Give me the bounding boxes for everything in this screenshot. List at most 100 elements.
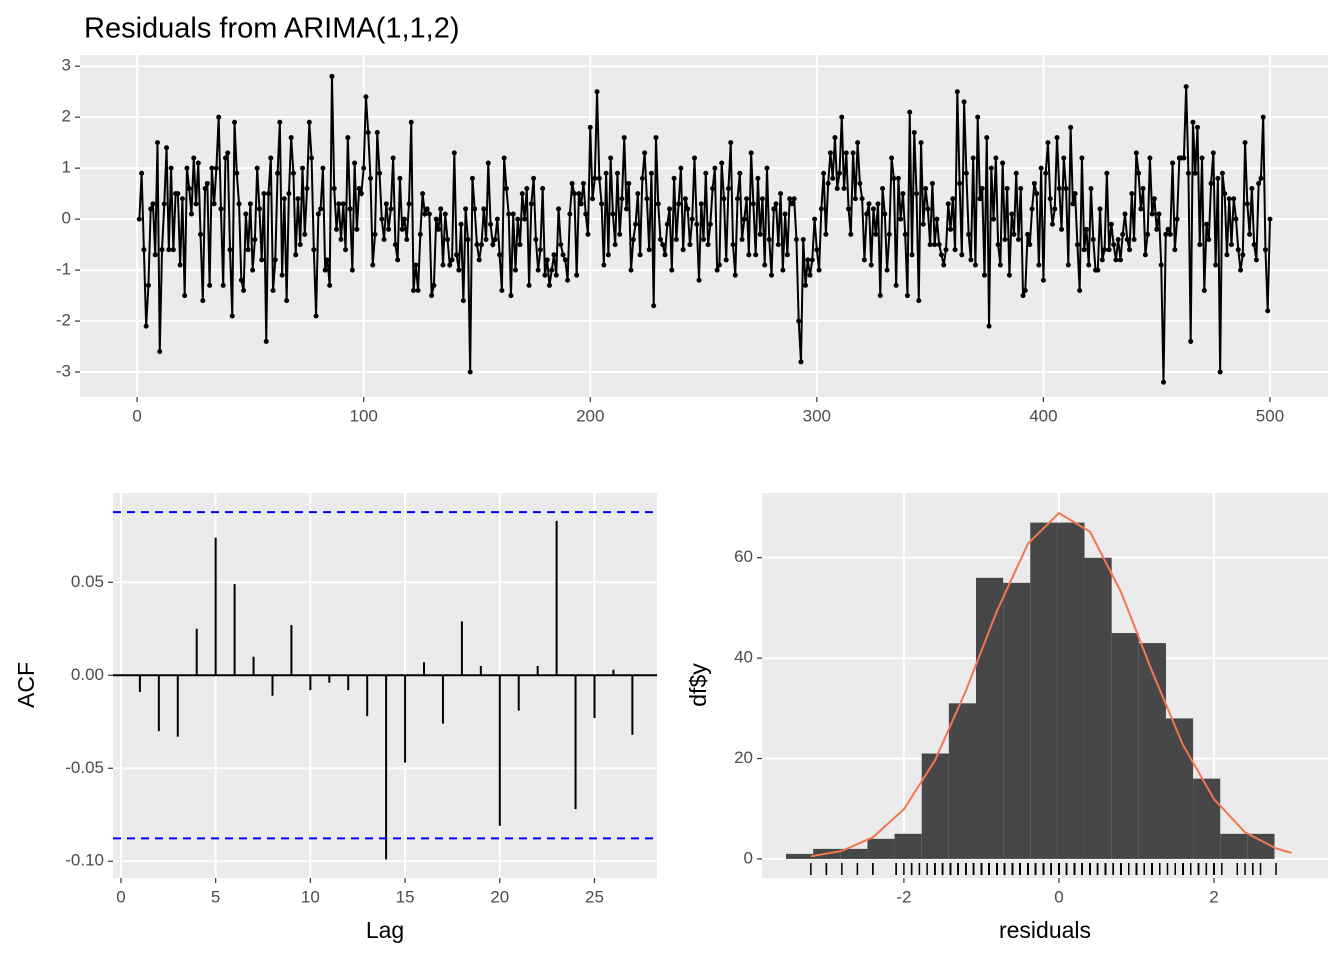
data-point <box>1124 237 1130 243</box>
data-point <box>836 170 842 176</box>
data-point <box>1009 211 1015 217</box>
data-point <box>705 242 711 248</box>
data-point <box>961 99 967 105</box>
data-point <box>492 237 498 243</box>
x-tick-label: 0 <box>132 406 141 425</box>
data-point <box>864 211 870 217</box>
data-point <box>771 206 777 212</box>
data-point <box>1117 257 1123 263</box>
data-point <box>821 170 827 176</box>
data-point <box>744 196 750 202</box>
data-point <box>499 287 505 293</box>
data-point <box>388 206 394 212</box>
data-point <box>266 191 272 197</box>
data-point <box>825 180 831 186</box>
data-point <box>553 272 559 278</box>
data-point <box>159 247 165 253</box>
data-point <box>247 201 253 207</box>
data-point <box>456 267 462 273</box>
data-point <box>676 201 682 207</box>
data-point <box>506 211 512 217</box>
data-point <box>422 211 428 217</box>
data-point <box>621 135 627 141</box>
data-point <box>191 155 197 161</box>
data-point <box>662 252 668 258</box>
data-point <box>1142 252 1148 258</box>
data-point <box>1208 180 1214 186</box>
data-point <box>959 252 965 258</box>
data-point <box>1251 242 1257 248</box>
data-point <box>327 282 333 288</box>
data-point <box>948 226 954 232</box>
data-point <box>995 242 1001 248</box>
data-point <box>1049 221 1055 227</box>
data-point <box>284 298 290 304</box>
data-point <box>1043 170 1049 176</box>
data-point <box>152 252 158 258</box>
data-point <box>1086 262 1092 268</box>
data-point <box>1020 293 1026 299</box>
data-point <box>168 165 174 171</box>
x-tick-label: 500 <box>1256 406 1284 425</box>
data-point <box>569 180 575 186</box>
data-point <box>1127 247 1133 253</box>
data-point <box>198 231 204 237</box>
data-point <box>1197 242 1203 248</box>
data-point <box>868 262 874 268</box>
data-point <box>1206 237 1212 243</box>
data-point <box>250 267 256 273</box>
data-point <box>286 191 292 197</box>
data-point <box>485 160 491 166</box>
data-point <box>698 201 704 207</box>
data-point <box>313 313 319 319</box>
data-point <box>791 196 797 202</box>
x-axis-label: Lag <box>366 917 404 943</box>
series-line <box>138 76 1271 383</box>
data-point <box>1145 231 1151 237</box>
data-point <box>594 89 600 95</box>
data-point <box>741 216 747 222</box>
data-point <box>889 155 895 161</box>
data-point <box>1201 287 1207 293</box>
data-point <box>424 206 430 212</box>
y-axis-label: df$y <box>685 663 711 707</box>
data-point <box>1079 155 1085 161</box>
data-point <box>1083 226 1089 232</box>
data-point <box>474 242 480 248</box>
data-point <box>932 242 938 248</box>
data-point <box>524 186 530 192</box>
data-point <box>1025 231 1031 237</box>
data-point <box>753 252 759 258</box>
data-point <box>533 237 539 243</box>
data-point <box>993 155 999 161</box>
data-point <box>501 155 507 161</box>
y-tick-label: -3 <box>56 362 71 381</box>
data-point <box>626 180 632 186</box>
data-point <box>1161 379 1167 385</box>
data-point <box>667 206 673 212</box>
data-point <box>481 206 487 212</box>
data-point <box>483 237 489 243</box>
data-point <box>179 196 185 202</box>
data-point <box>1111 242 1117 248</box>
data-point <box>694 221 700 227</box>
data-point <box>664 221 670 227</box>
data-point <box>565 277 571 283</box>
data-point <box>925 206 931 212</box>
data-point <box>241 287 247 293</box>
data-point <box>184 165 190 171</box>
y-tick-label: 40 <box>734 648 753 667</box>
data-point <box>232 119 238 125</box>
data-point <box>1233 216 1239 222</box>
data-point <box>1188 338 1194 344</box>
histogram-bar <box>1138 643 1166 859</box>
data-point <box>263 338 269 344</box>
data-point <box>259 257 265 263</box>
data-point <box>392 242 398 248</box>
data-point <box>1036 262 1042 268</box>
data-point <box>560 252 566 258</box>
data-point <box>653 135 659 141</box>
data-point <box>843 150 849 156</box>
data-point <box>519 191 525 197</box>
data-point <box>186 186 192 192</box>
